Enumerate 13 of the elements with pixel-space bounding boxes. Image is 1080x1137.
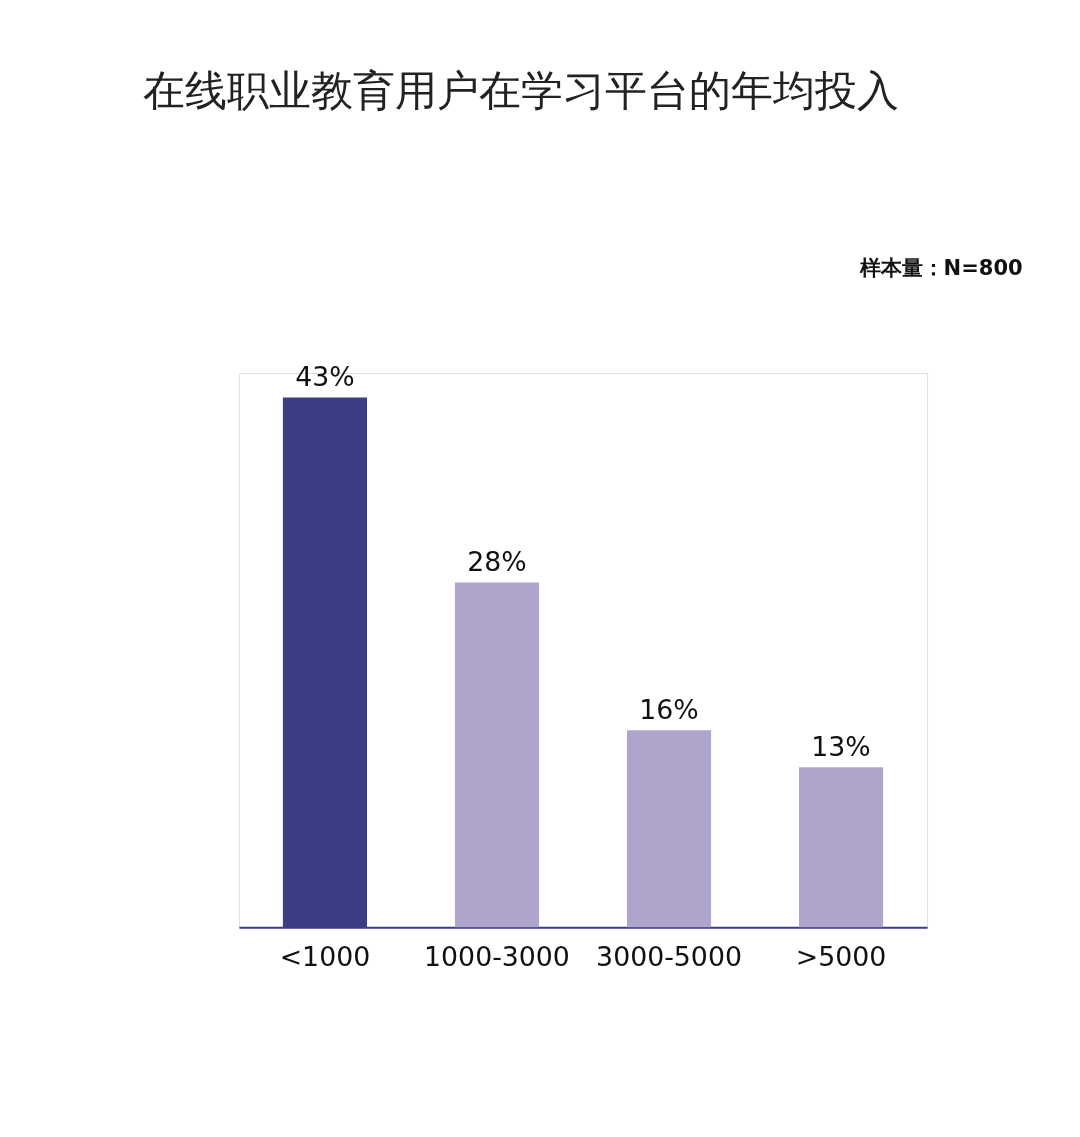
x-tick-label: 1000-3000 xyxy=(424,941,570,973)
text: 样本量：N=800 xyxy=(858,254,1023,280)
bar xyxy=(626,730,712,928)
x-tick-label: >5000 xyxy=(795,941,887,973)
data-label: 16% xyxy=(639,693,699,725)
data-label: 13% xyxy=(811,730,871,762)
bar xyxy=(454,582,540,928)
chart-title: 在线职业教育用户在学习平台的年均投入 xyxy=(143,66,900,116)
x-tick-label: <1000 xyxy=(279,941,371,973)
x-tick-label: 3000-5000 xyxy=(596,941,742,973)
data-label: 43% xyxy=(295,361,355,393)
data-label: 28% xyxy=(467,545,527,577)
bar xyxy=(799,767,884,928)
